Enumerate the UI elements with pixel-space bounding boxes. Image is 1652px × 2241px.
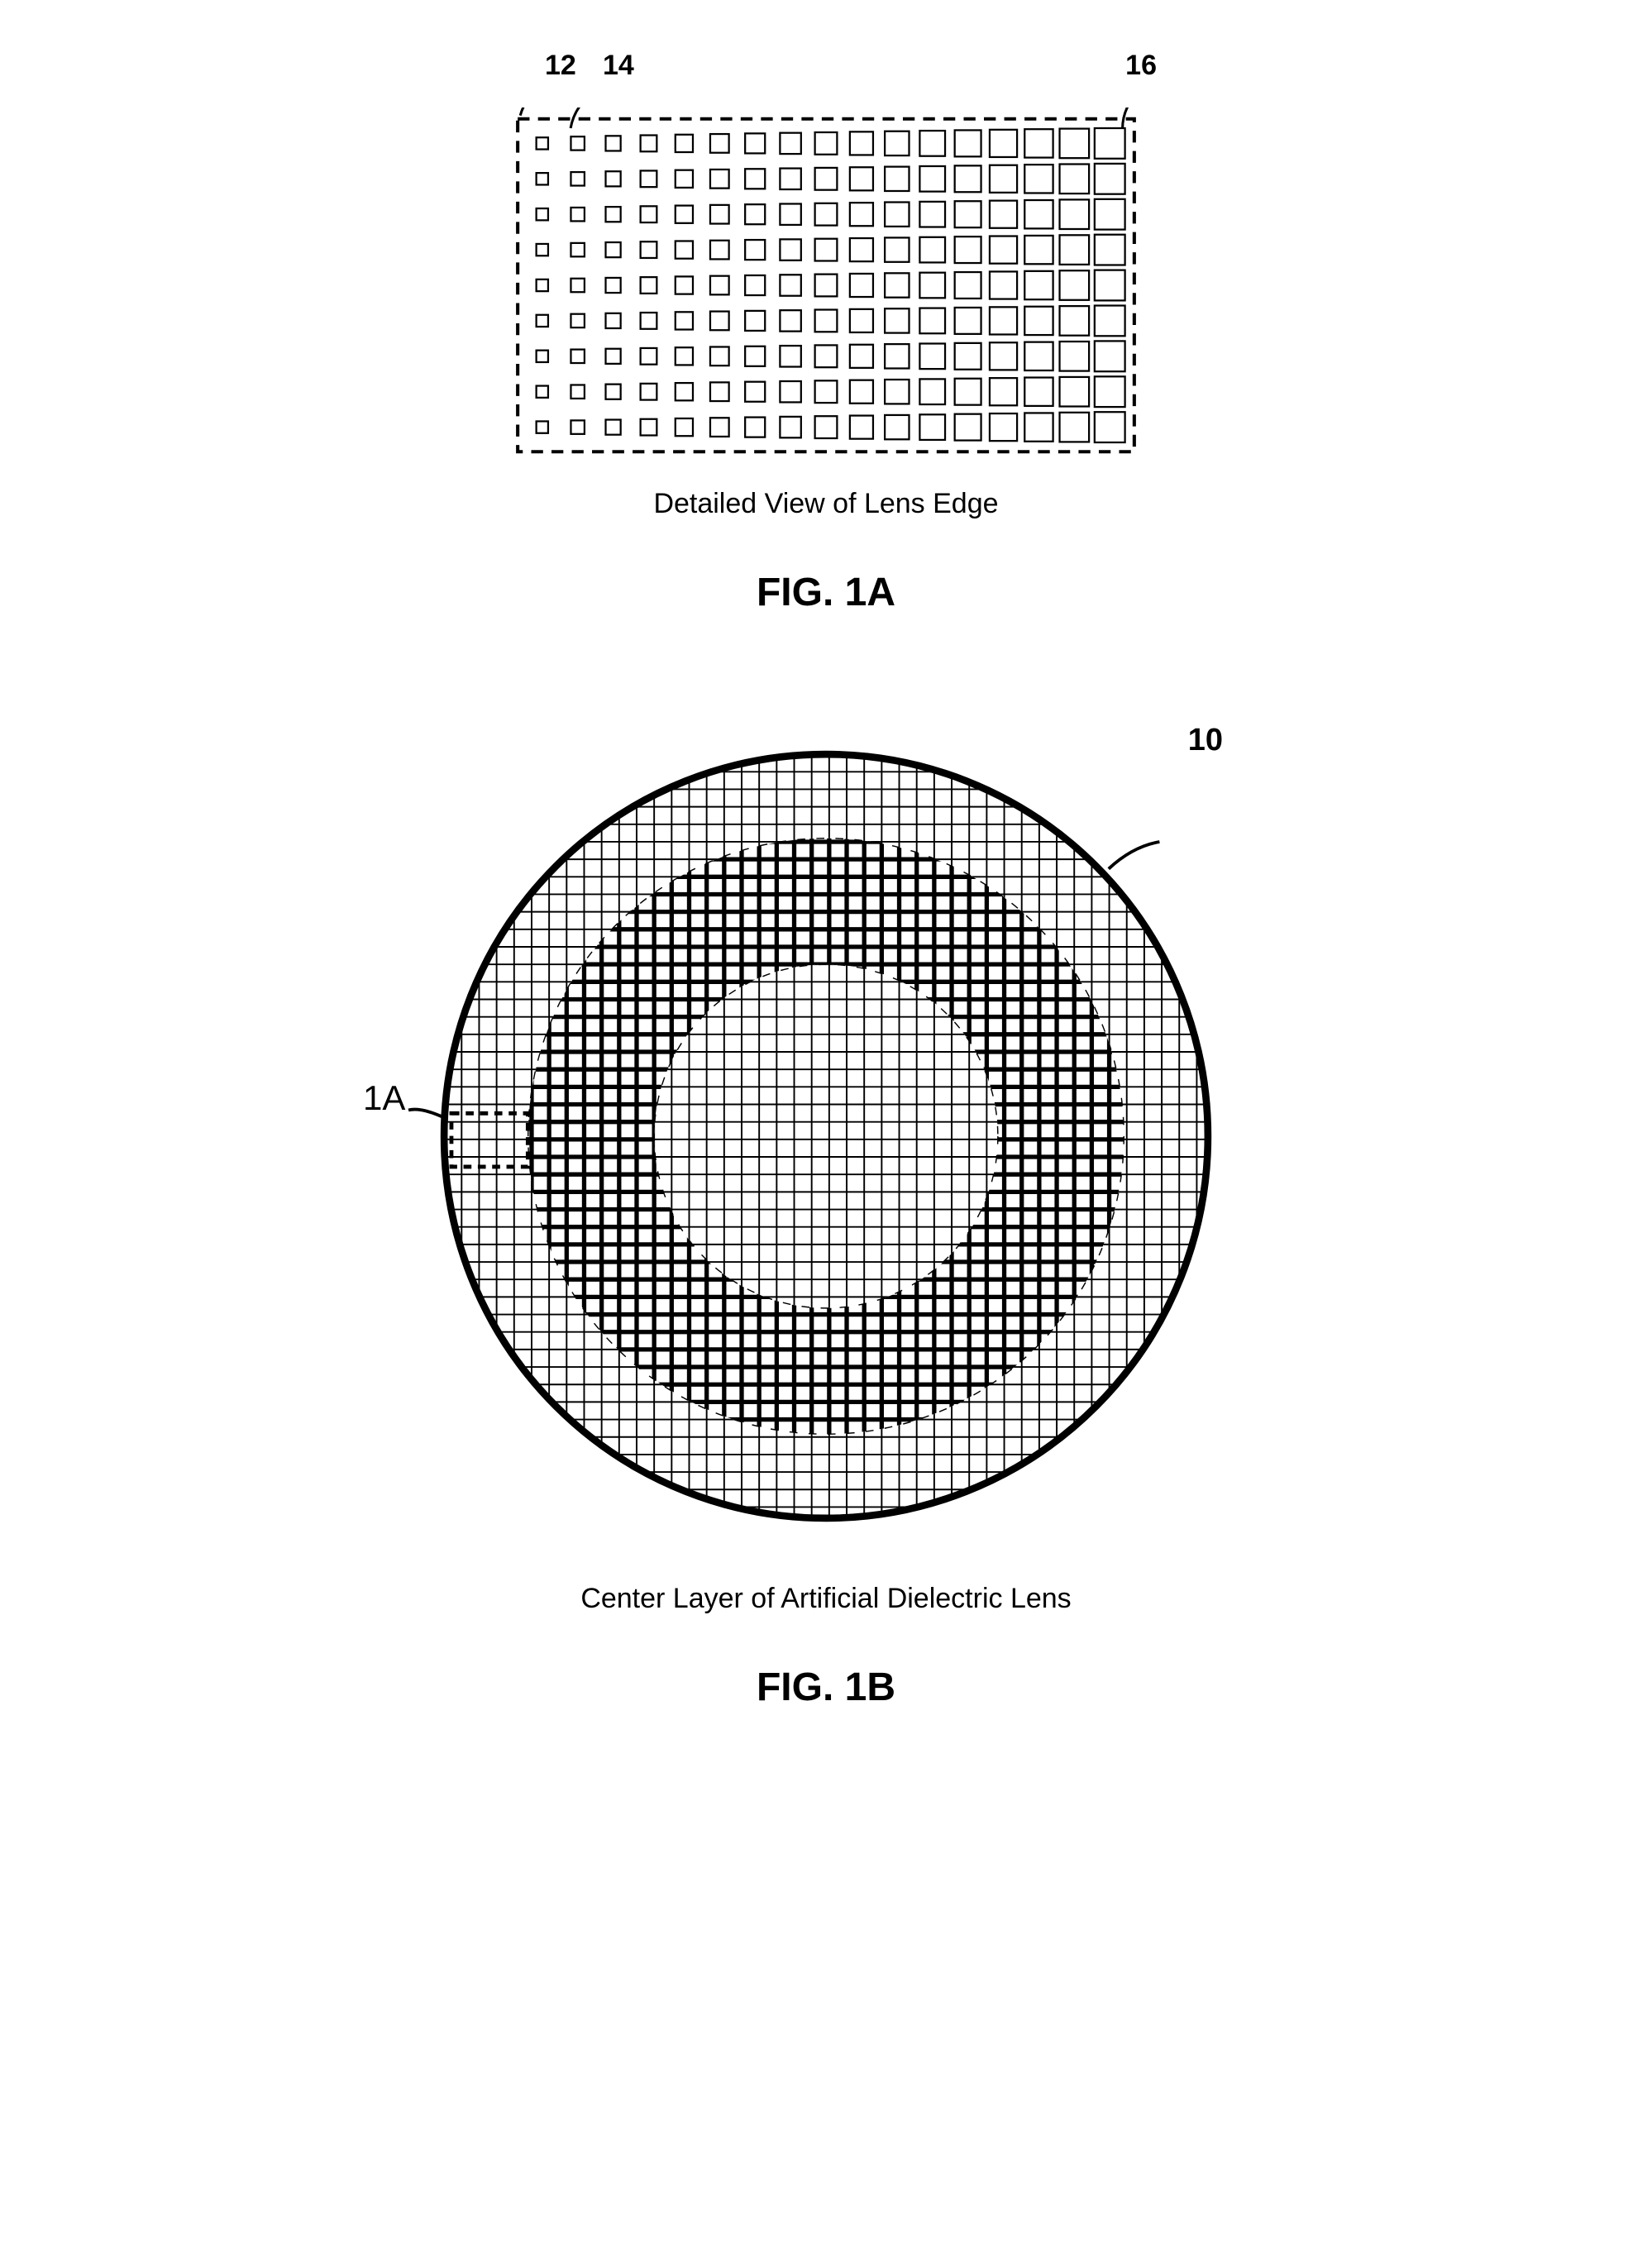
fig-label-1a: FIG. 1A	[757, 570, 895, 615]
lens-edge-detail-svg	[512, 108, 1140, 463]
caption-1b: Center Layer of Artificial Dielectric Le…	[580, 1583, 1071, 1615]
callout-12: 12	[545, 50, 576, 82]
figure-1a: 12 14 16 Detailed View of Lens Edge FIG.…	[487, 50, 1165, 615]
callout-14: 14	[603, 50, 634, 82]
fig-label-1b: FIG. 1B	[757, 1665, 895, 1710]
callout-16: 16	[1125, 50, 1157, 82]
callout-1a-ref: 1A	[363, 1078, 405, 1118]
lens-center-layer-svg	[388, 714, 1264, 1558]
callout-row-1a: 12 14 16	[487, 50, 1165, 108]
callout-10: 10	[1188, 723, 1223, 758]
callout-1a-text: 1A	[363, 1078, 405, 1117]
figure-1b: 10 1A Center Layer of Artificial Dielect…	[371, 714, 1281, 1710]
caption-1a: Detailed View of Lens Edge	[653, 488, 998, 520]
